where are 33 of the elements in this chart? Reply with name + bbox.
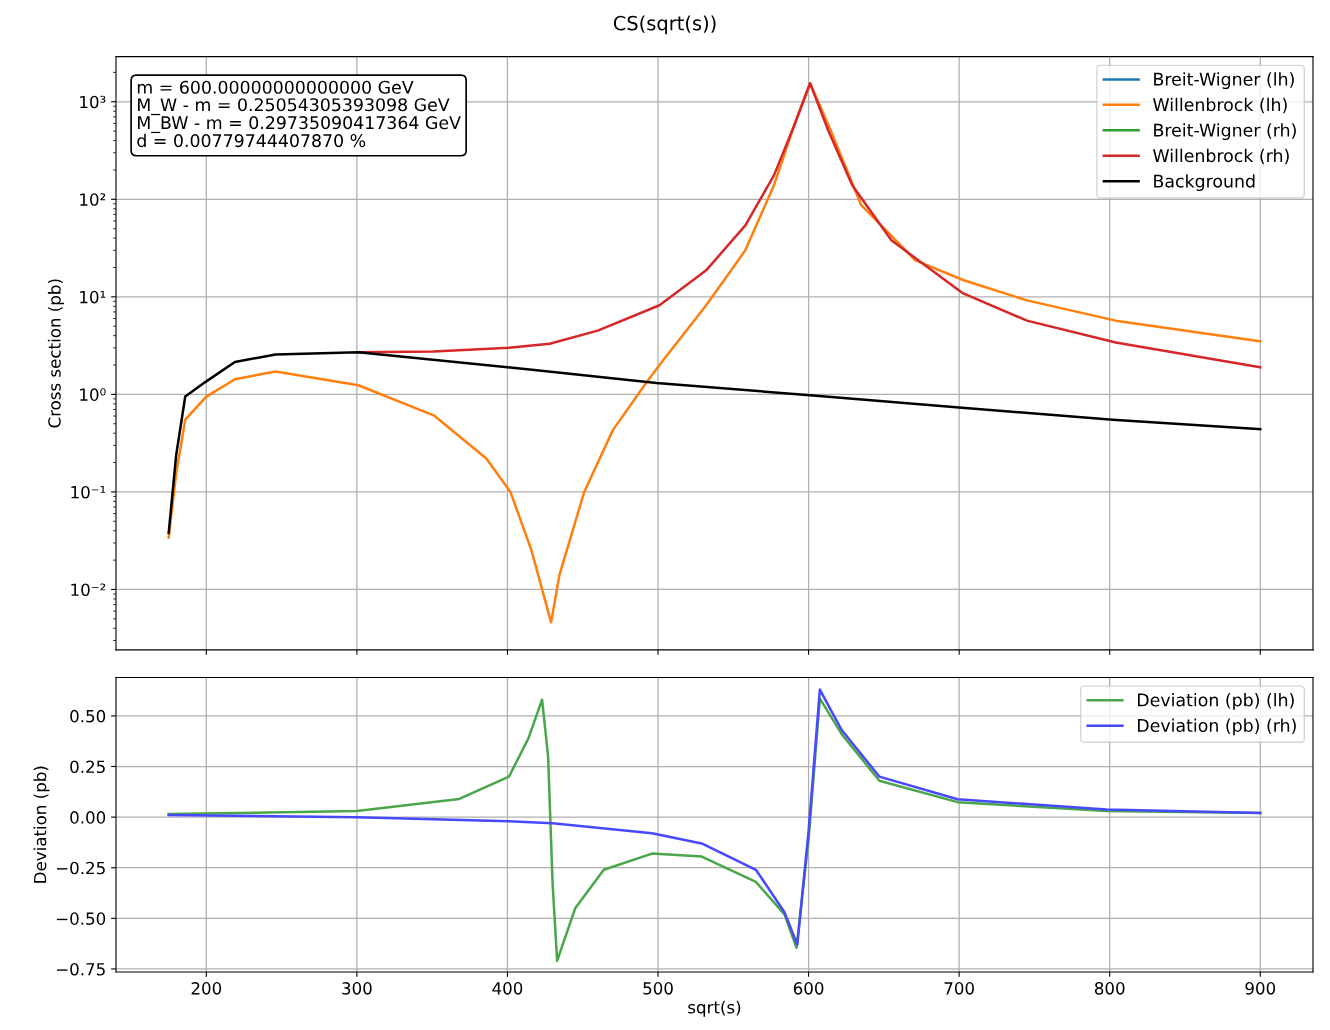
y-tick-label: 10⁰ bbox=[80, 388, 106, 401]
x-tick-label: 300 bbox=[342, 982, 372, 995]
legend-label: Background bbox=[1154, 174, 1255, 192]
y-tick-label: 0.50 bbox=[70, 709, 106, 723]
annotation: m = 600.00000000000000 GeV M_W - m = 0.25054305393098 GeV M_BW - m = 0.29735090417364 GeV d = 0.00779744407870 % bbox=[137, 80, 461, 148]
chart-title: CS(sqrt(s)) bbox=[613, 15, 716, 35]
y-tick-label: −0.25 bbox=[56, 861, 105, 875]
line-series bbox=[167, 351, 1262, 535]
y-axis-title: Deviation (pb) bbox=[33, 766, 50, 883]
y-tick-label: 10⁻¹ bbox=[71, 485, 106, 499]
legend-label: Deviation (pb) (rh) bbox=[1138, 718, 1296, 736]
y-tick-label: 10⁻² bbox=[71, 583, 106, 597]
y-tick-label: 10¹ bbox=[80, 290, 106, 304]
y-tick-label: 10² bbox=[80, 193, 106, 206]
legend-label: Willenbrock (lh) bbox=[1153, 97, 1287, 114]
x-tick-label: 600 bbox=[793, 982, 824, 995]
y-tick-label: 10³ bbox=[80, 95, 106, 109]
y-tick-label: 0.00 bbox=[70, 811, 106, 824]
x-tick-label: 800 bbox=[1094, 982, 1125, 995]
x-tick-label: 900 bbox=[1245, 982, 1276, 995]
x-tick-label: 400 bbox=[492, 982, 523, 995]
legend-label: Breit-Wigner (rh) bbox=[1154, 123, 1296, 141]
y-tick-label: 0.25 bbox=[70, 760, 105, 774]
x-axis-title: sqrt(s) bbox=[688, 1000, 741, 1017]
legend-label: Deviation (pb) (lh) bbox=[1138, 693, 1294, 710]
x-tick-label: 200 bbox=[191, 982, 222, 995]
legend-label: Breit-Wigner (lh) bbox=[1154, 72, 1294, 90]
x-tick-label: 500 bbox=[643, 982, 673, 995]
y-axis-title: Cross section (pb) bbox=[47, 279, 65, 428]
x-tick-label: 700 bbox=[944, 982, 974, 995]
y-tick-label: −0.50 bbox=[56, 912, 106, 925]
y-tick-label: −0.75 bbox=[56, 962, 105, 976]
legend-label: Willenbrock (rh) bbox=[1153, 148, 1289, 165]
